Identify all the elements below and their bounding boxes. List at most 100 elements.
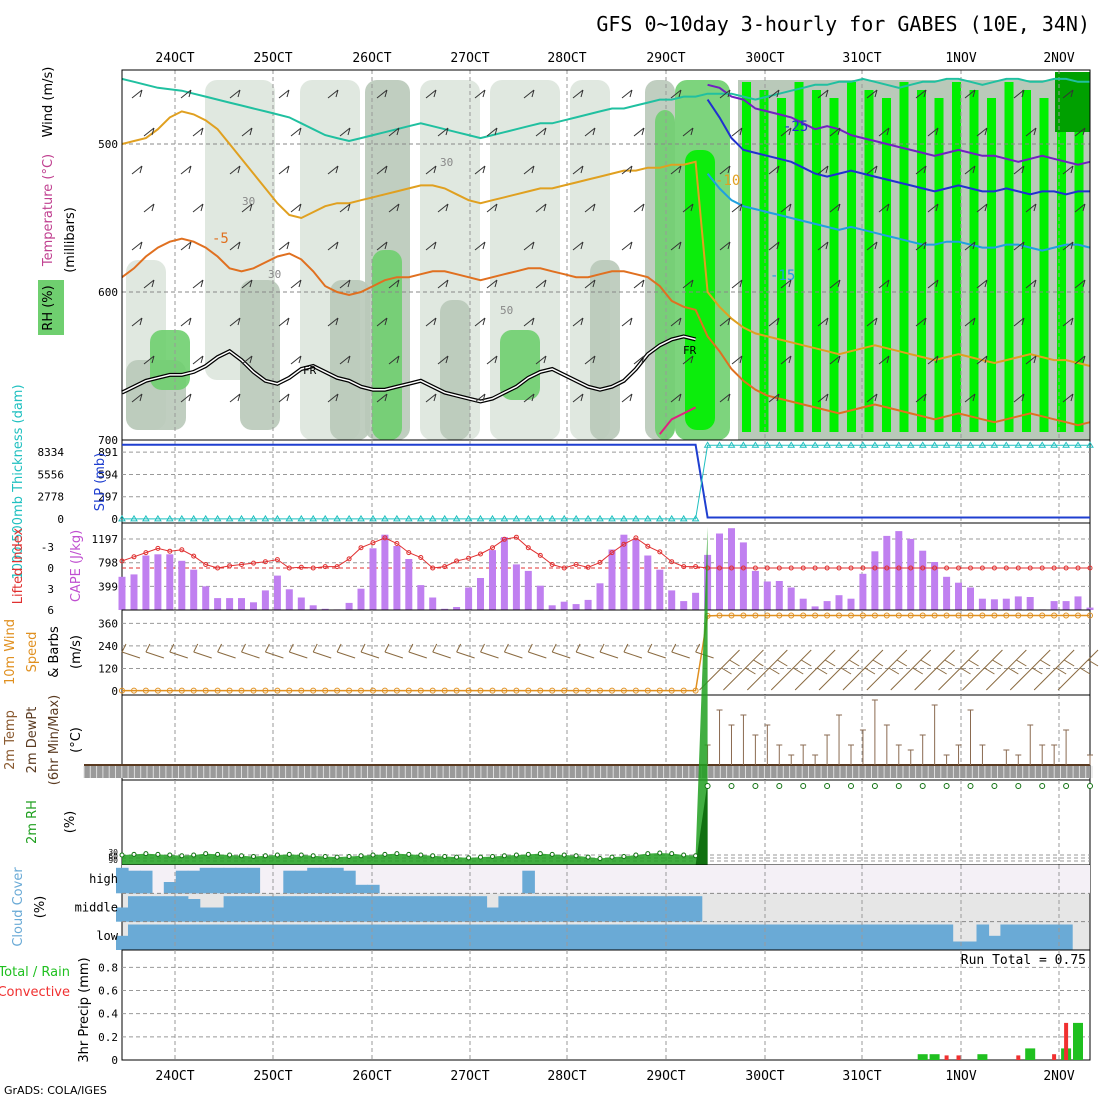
rh2m-marker: [418, 852, 424, 858]
rh-shade-band-15: [1004, 82, 1014, 432]
wind-barb: [425, 89, 437, 99]
wind-speed-marker: [477, 687, 484, 694]
rh-tick-2: 30: [108, 848, 118, 857]
wind-speed-marker: [441, 687, 448, 694]
rh2m-marker-high: [919, 783, 926, 789]
precip-conv-bar: [956, 1055, 961, 1060]
precip-total-bar: [929, 1054, 940, 1060]
li-marker: [370, 540, 376, 546]
rh2m-marker-high: [824, 783, 831, 789]
wind10-barb: [962, 649, 1003, 691]
wind10-barb: [938, 649, 979, 691]
cape-bar: [716, 533, 723, 610]
cloud-cell: [128, 896, 141, 922]
thickness-marker: [942, 441, 951, 448]
label-t2m-b: 2m DewPt: [25, 707, 40, 774]
wind-speed-marker: [405, 687, 412, 694]
xtick-bottom-9: 2NOV: [1043, 1069, 1074, 1084]
cape-bar: [943, 576, 951, 610]
cape-bar: [656, 569, 664, 610]
cloud-cell: [307, 867, 320, 894]
xtick-top-1: 25OCT: [253, 51, 292, 66]
cape-bar: [417, 585, 425, 610]
wind-speed-marker: [1003, 612, 1010, 619]
cape-bar: [357, 588, 365, 610]
li-marker: [525, 545, 531, 551]
wind-barb: [437, 279, 449, 289]
wind-barb: [180, 241, 192, 251]
wind-barb: [682, 279, 694, 289]
cloud-cell: [857, 924, 870, 950]
label-rh2m: 2m RH: [25, 800, 40, 844]
cape-bar: [739, 542, 747, 610]
cloud-cell: [845, 924, 858, 950]
cloud-cell: [713, 924, 727, 950]
wind-speed-marker: [752, 612, 759, 619]
thickness-marker: [476, 514, 485, 522]
thickness-marker: [990, 441, 999, 448]
cloud-cell: [343, 870, 356, 894]
rh-legend-swatch: [38, 280, 64, 335]
wind-barb: [1013, 165, 1025, 175]
wind-speed-marker: [238, 687, 245, 694]
footer-credit: GrADS: COLA/IGES: [4, 1084, 107, 1097]
wind-barb: [584, 203, 596, 213]
cloud-cell: [235, 867, 249, 894]
wind10-barb: [842, 649, 884, 691]
wind10-barb: [264, 643, 284, 659]
cloud-cell: [689, 896, 703, 922]
cloud-cell: [892, 924, 906, 950]
wind-barb: [878, 203, 890, 213]
li-marker: [394, 541, 400, 546]
xtick-bottom-7: 31OCT: [842, 1069, 881, 1084]
wind-speed-marker: [740, 612, 747, 619]
label-upper-units: (millibars): [63, 207, 78, 273]
wind-speed-marker: [1087, 612, 1093, 619]
thickness-marker: [632, 514, 640, 522]
cape-bar: [847, 598, 855, 610]
rh-tick-0: 90: [108, 856, 118, 865]
wind-barb: [633, 279, 645, 289]
li-marker: [573, 562, 579, 567]
li-marker: [800, 565, 806, 571]
cloud-cell: [367, 884, 380, 894]
cape-bar: [273, 575, 281, 610]
cloud-cell: [761, 924, 774, 950]
cape-bar: [441, 608, 449, 610]
wind-speed-marker: [381, 687, 388, 694]
wind-barb: [866, 393, 878, 403]
wind10-barb: [1057, 649, 1099, 691]
label-t2m-c: (6hr Min/Max): [47, 695, 62, 785]
li-marker: [227, 563, 233, 569]
thickness-marker: [715, 441, 724, 448]
cloud-cell: [259, 896, 272, 922]
wind10-barb: [723, 649, 764, 691]
rh2m-marker-high: [1087, 783, 1093, 789]
wind-barb: [425, 317, 437, 327]
cape-bar: [967, 587, 974, 610]
thickness-marker: [1038, 441, 1047, 448]
cape-bar: [990, 599, 998, 610]
li-marker: [979, 565, 985, 571]
wind-speed-marker: [370, 687, 376, 694]
li-marker: [131, 554, 137, 560]
rh2m-marker: [621, 854, 627, 859]
rh-tick-1: 60: [108, 852, 118, 861]
wind10-barb: [193, 643, 212, 659]
li-marker: [956, 565, 961, 571]
thickness-marker: [882, 441, 891, 448]
cloud-cell: [390, 896, 404, 922]
thickness-marker: [763, 441, 772, 448]
wind-speed-marker: [991, 612, 998, 619]
thickness-marker: [847, 441, 855, 448]
cape-bar: [381, 534, 389, 610]
rh2m-marker: [298, 852, 304, 858]
li-marker: [251, 560, 256, 566]
li-marker: [693, 564, 699, 570]
wind-speed-marker: [585, 687, 592, 694]
rh-shade-band-6: [847, 82, 856, 432]
cloud-cell: [283, 924, 296, 950]
cloud-cell: [307, 924, 320, 950]
cloud-cell: [474, 896, 488, 922]
cape-bar: [345, 602, 353, 610]
